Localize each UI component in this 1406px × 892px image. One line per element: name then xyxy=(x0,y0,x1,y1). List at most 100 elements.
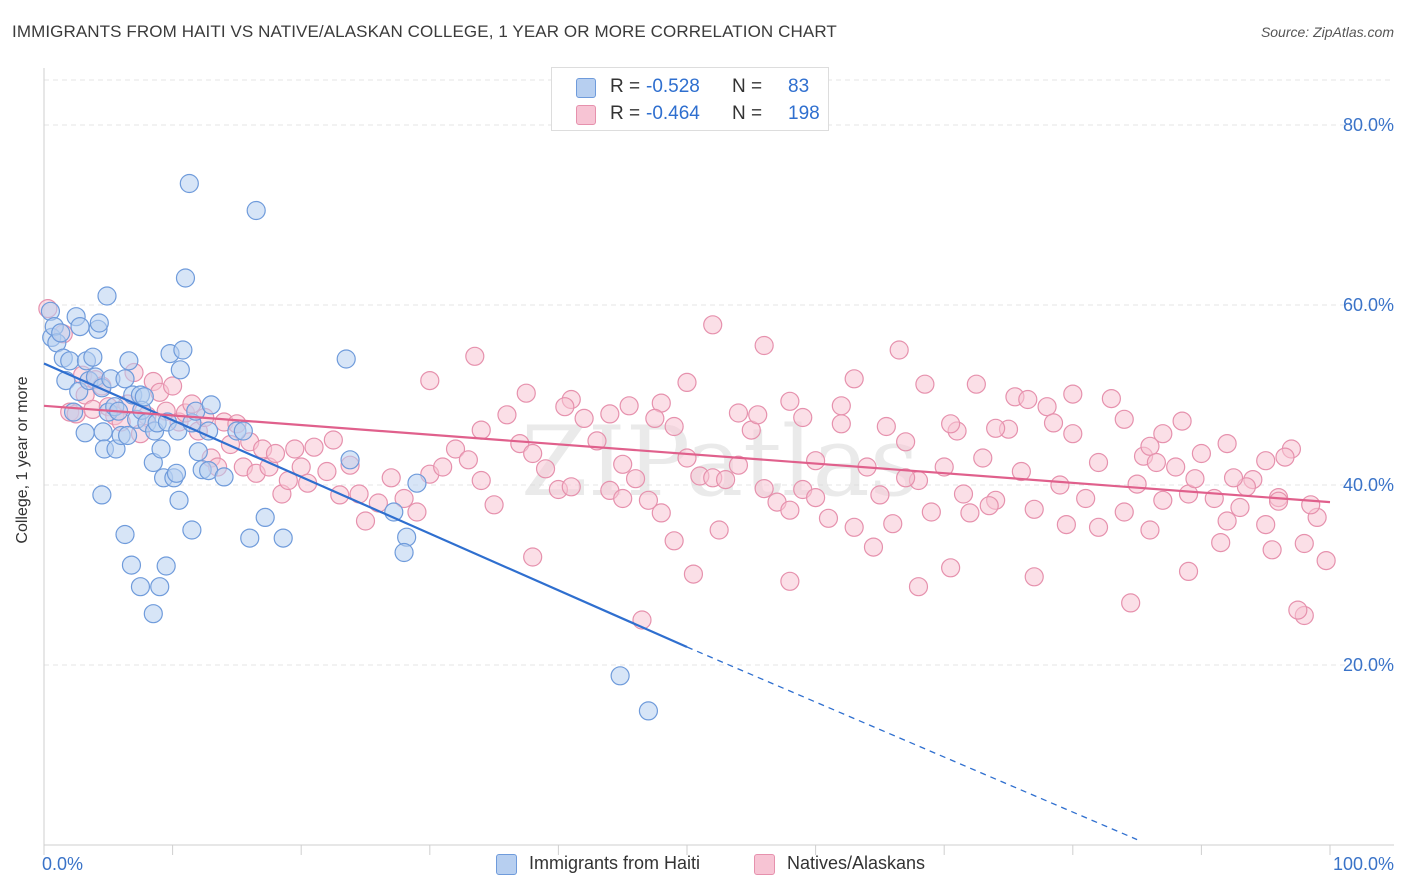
data-point xyxy=(317,461,337,482)
data-point xyxy=(1037,397,1057,417)
data-point xyxy=(703,315,723,335)
data-point xyxy=(1140,436,1160,456)
data-point xyxy=(433,457,453,477)
legend-r-value: -0.464 xyxy=(646,103,700,124)
data-point xyxy=(75,423,95,443)
data-point xyxy=(516,383,536,403)
source-label: Source: ZipAtlas.com xyxy=(1260,24,1394,40)
data-point xyxy=(1114,409,1134,429)
data-point xyxy=(336,349,356,369)
data-point xyxy=(555,397,575,417)
data-point xyxy=(664,416,684,437)
data-point xyxy=(613,454,633,474)
data-point xyxy=(1178,561,1199,582)
data-point xyxy=(170,360,190,380)
legend-label-haiti: Immigrants from Haiti xyxy=(529,853,701,873)
data-point xyxy=(63,402,84,422)
data-point xyxy=(966,374,986,394)
data-point xyxy=(340,450,360,470)
data-point xyxy=(780,571,800,591)
data-point xyxy=(941,414,961,434)
data-point xyxy=(285,439,305,459)
data-point xyxy=(1217,434,1237,454)
data-point xyxy=(143,604,163,624)
data-point xyxy=(728,455,749,475)
chart-title: IMMIGRANTS FROM HAITI VS NATIVE/ALASKAN … xyxy=(12,22,837,41)
trend-line xyxy=(43,404,1331,504)
data-point xyxy=(1076,488,1096,509)
data-point xyxy=(265,443,286,464)
data-point xyxy=(246,200,266,221)
data-point xyxy=(1166,457,1186,477)
data-point xyxy=(883,514,903,534)
data-point xyxy=(188,442,208,462)
data-point xyxy=(1101,389,1121,409)
data-point xyxy=(638,490,659,510)
data-point xyxy=(89,313,109,333)
data-point xyxy=(1230,497,1250,518)
data-point xyxy=(1217,511,1237,531)
data-point xyxy=(953,484,974,504)
data-point xyxy=(896,432,916,452)
data-point xyxy=(1211,532,1231,553)
data-point xyxy=(119,351,139,371)
data-point xyxy=(1153,490,1173,510)
data-point xyxy=(60,351,80,371)
data-point xyxy=(166,463,187,483)
legend-n-value: 198 xyxy=(788,103,820,124)
data-point xyxy=(93,422,113,442)
data-point xyxy=(173,340,193,360)
y-axis-label: College, 1 year or more xyxy=(14,376,31,544)
data-point xyxy=(1063,424,1083,444)
data-point xyxy=(574,408,594,428)
data-point xyxy=(876,416,896,437)
trend-line-extension xyxy=(686,646,1138,841)
data-point xyxy=(420,371,440,391)
data-point xyxy=(484,495,504,515)
y-tick-label: 60.0% xyxy=(1343,295,1394,315)
data-point xyxy=(1294,533,1314,554)
data-point xyxy=(381,468,401,488)
data-point xyxy=(1024,499,1044,519)
data-point xyxy=(1114,502,1134,522)
data-point xyxy=(889,340,909,360)
data-point xyxy=(677,372,697,392)
data-point xyxy=(130,577,151,597)
data-point xyxy=(1121,593,1141,613)
data-point xyxy=(1056,514,1076,535)
data-point xyxy=(163,376,183,396)
data-point xyxy=(1256,451,1276,471)
data-point xyxy=(323,430,343,450)
data-point xyxy=(51,323,71,343)
data-point xyxy=(156,556,176,576)
data-point xyxy=(97,286,117,306)
data-point xyxy=(1127,474,1147,494)
legend-swatch-pink xyxy=(754,854,775,875)
data-point xyxy=(1223,468,1244,488)
data-point xyxy=(121,555,142,575)
data-point xyxy=(921,502,941,522)
data-point xyxy=(754,479,774,499)
data-point xyxy=(1275,447,1295,467)
legend-swatch-pink xyxy=(576,105,596,125)
data-point xyxy=(780,391,800,411)
data-point xyxy=(407,473,427,493)
data-point xyxy=(117,425,138,446)
data-point xyxy=(1191,443,1212,464)
data-point xyxy=(1024,567,1044,587)
data-point xyxy=(407,502,427,522)
data-point xyxy=(748,405,768,425)
data-point xyxy=(645,408,665,428)
data-point xyxy=(709,520,729,540)
data-point xyxy=(908,577,929,597)
data-point xyxy=(960,503,980,523)
data-point xyxy=(677,448,697,468)
legend-label-natives: Natives/Alaskans xyxy=(787,853,926,873)
series-legend: Immigrants from Haiti Natives/Alaskans xyxy=(0,852,1406,878)
tick-labels: 20.0% 40.0% 60.0% 80.0% 0.0% 100.0% xyxy=(42,115,1394,874)
data-point xyxy=(1011,461,1031,482)
data-point xyxy=(1018,389,1038,410)
data-point xyxy=(199,421,219,441)
data-point xyxy=(510,434,530,454)
data-point xyxy=(1268,491,1289,511)
